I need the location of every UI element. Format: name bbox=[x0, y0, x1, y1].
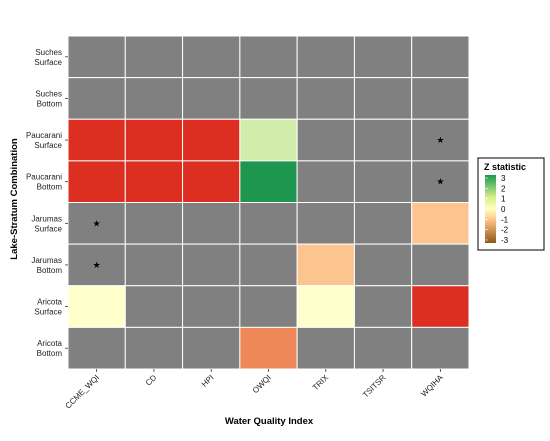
heatmap-cell bbox=[296, 202, 355, 245]
y-tick-label: Jarumas Bottom bbox=[31, 256, 62, 275]
heatmap-cell bbox=[411, 77, 470, 120]
heatmap-cell bbox=[239, 285, 298, 328]
x-axis-title: Water Quality Index bbox=[225, 416, 314, 427]
heatmap-cell bbox=[296, 118, 355, 162]
heatmap-cell bbox=[182, 202, 241, 245]
heatmap-cell bbox=[239, 118, 298, 162]
legend-tick-label: -3 bbox=[501, 236, 509, 245]
x-tick-label: HPI bbox=[200, 373, 216, 389]
heatmap-cell bbox=[239, 35, 298, 79]
heatmap-cell bbox=[353, 35, 413, 79]
heatmap-cell bbox=[67, 160, 126, 203]
heatmap-cell bbox=[182, 118, 241, 162]
y-tick-label: Aricota Surface bbox=[34, 298, 62, 317]
heatmap-cell bbox=[411, 118, 470, 162]
heatmap-cell bbox=[124, 160, 184, 203]
heatmap-cell bbox=[353, 243, 413, 287]
heatmap-cell bbox=[67, 326, 126, 370]
y-tick-label: Suches Bottom bbox=[35, 89, 62, 108]
heatmap-cell bbox=[124, 35, 184, 79]
heatmap-cell bbox=[353, 202, 413, 245]
heatmap-cell bbox=[296, 285, 355, 328]
x-tick-label: OWQI bbox=[251, 373, 273, 395]
heatmap-cell bbox=[353, 77, 413, 120]
legend-ticks: 32 10-1 -2-3 bbox=[485, 174, 509, 245]
significance-star: ★ bbox=[436, 178, 444, 188]
y-tick-label: Aricota Bottom bbox=[37, 339, 63, 358]
heatmap-cell bbox=[296, 243, 355, 287]
significance-star: ★ bbox=[93, 219, 101, 229]
heatmap-cell bbox=[67, 202, 126, 245]
y-axis-title: Lake-Stratum Combination bbox=[9, 138, 20, 260]
heatmap-cell bbox=[353, 285, 413, 328]
heatmap-cell bbox=[239, 326, 298, 370]
heatmap-cell bbox=[353, 160, 413, 203]
heatmap-cell bbox=[296, 326, 355, 370]
y-tick-label: Jarumas Surface bbox=[31, 214, 62, 233]
heatmap-cell bbox=[353, 118, 413, 162]
heatmap-cell bbox=[67, 285, 126, 328]
heatmap-cell bbox=[239, 160, 298, 203]
heatmap-cell bbox=[124, 118, 184, 162]
legend-tick-label: 2 bbox=[501, 184, 506, 193]
significance-markers: ★ ★ ★ ★ bbox=[93, 136, 445, 271]
heatmap-cell bbox=[67, 118, 126, 162]
heatmap-cell bbox=[124, 285, 184, 328]
x-tick-label: TSITSR bbox=[361, 373, 388, 400]
heatmap-cells bbox=[67, 35, 470, 370]
heatmap-cell bbox=[124, 77, 184, 120]
x-tick-label: TRIX bbox=[311, 373, 331, 393]
y-tick-label: Paucarani Surface bbox=[26, 131, 63, 150]
heatmap-cell bbox=[67, 77, 126, 120]
heatmap-cell bbox=[411, 202, 470, 245]
heatmap-cell bbox=[296, 160, 355, 203]
legend-tick-label: -2 bbox=[501, 226, 509, 235]
heatmap-cell bbox=[239, 77, 298, 120]
heatmap-cell bbox=[182, 77, 241, 120]
legend-tick-label: -1 bbox=[501, 215, 509, 224]
heatmap-cell bbox=[182, 160, 241, 203]
x-tick-label: CD bbox=[144, 373, 159, 388]
heatmap-cell bbox=[124, 326, 184, 370]
heatmap-cell bbox=[411, 35, 470, 79]
legend-title: Z statistic bbox=[484, 162, 526, 172]
heatmap-cell bbox=[296, 77, 355, 120]
legend-colorbar bbox=[485, 175, 496, 243]
heatmap-cell bbox=[67, 35, 126, 79]
heatmap-cell bbox=[182, 285, 241, 328]
heatmap-cell bbox=[353, 326, 413, 370]
heatmap-cell bbox=[411, 160, 470, 203]
legend: Z statistic 32 10-1 -2-3 bbox=[477, 157, 545, 251]
heatmap-cell bbox=[239, 202, 298, 245]
x-tick-label: CCME_WQI bbox=[64, 373, 101, 410]
heatmap-cell bbox=[411, 326, 470, 370]
significance-star: ★ bbox=[436, 136, 444, 146]
legend-tick-label: 1 bbox=[501, 195, 506, 204]
heatmap-cell bbox=[239, 243, 298, 287]
heatmap-cell bbox=[411, 285, 470, 328]
y-tick-labels: Suches Surface Suches Bottom Paucarani Surfac… bbox=[26, 48, 68, 358]
significance-star: ★ bbox=[93, 261, 101, 271]
heatmap-cell bbox=[182, 326, 241, 370]
heatmap-cell bbox=[182, 35, 241, 79]
heatmap-cell bbox=[411, 243, 470, 287]
y-tick-label: Suches Surface bbox=[34, 48, 62, 67]
y-tick-label: Paucarani Bottom bbox=[26, 173, 62, 192]
legend-tick-label: 0 bbox=[501, 205, 506, 214]
x-tick-label: WQIHA bbox=[419, 373, 445, 399]
heatmap-cell bbox=[124, 202, 184, 245]
heatmap-cell bbox=[182, 243, 241, 287]
x-tick-labels: CCME_WQI CD HPI OWQI TRIX TSITSR WQIHA bbox=[64, 369, 445, 411]
heatmap-cell bbox=[124, 243, 184, 287]
legend-tick-label: 3 bbox=[501, 174, 506, 183]
heatmap-cell bbox=[296, 35, 355, 79]
